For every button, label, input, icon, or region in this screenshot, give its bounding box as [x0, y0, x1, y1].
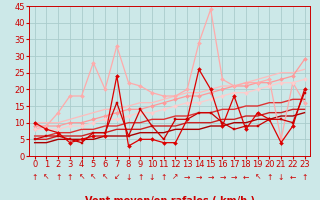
- Text: ↖: ↖: [254, 172, 261, 182]
- Text: ↑: ↑: [137, 172, 143, 182]
- Text: ↑: ↑: [266, 172, 273, 182]
- Text: ←: ←: [290, 172, 296, 182]
- Text: ↖: ↖: [43, 172, 50, 182]
- Text: ↑: ↑: [67, 172, 73, 182]
- Text: →: →: [207, 172, 214, 182]
- Text: ↖: ↖: [102, 172, 108, 182]
- Text: ↓: ↓: [125, 172, 132, 182]
- Text: ↑: ↑: [31, 172, 38, 182]
- Text: ←: ←: [243, 172, 249, 182]
- Text: ↑: ↑: [161, 172, 167, 182]
- Text: →: →: [196, 172, 202, 182]
- Text: ↙: ↙: [114, 172, 120, 182]
- Text: ↖: ↖: [90, 172, 97, 182]
- Text: ↑: ↑: [55, 172, 61, 182]
- Text: ↖: ↖: [78, 172, 85, 182]
- Text: →: →: [231, 172, 237, 182]
- Text: ↑: ↑: [301, 172, 308, 182]
- Text: ↓: ↓: [149, 172, 155, 182]
- Text: Vent moyen/en rafales ( km/h ): Vent moyen/en rafales ( km/h ): [84, 196, 255, 200]
- Text: ↗: ↗: [172, 172, 179, 182]
- Text: →: →: [219, 172, 226, 182]
- Text: →: →: [184, 172, 190, 182]
- Text: ↓: ↓: [278, 172, 284, 182]
